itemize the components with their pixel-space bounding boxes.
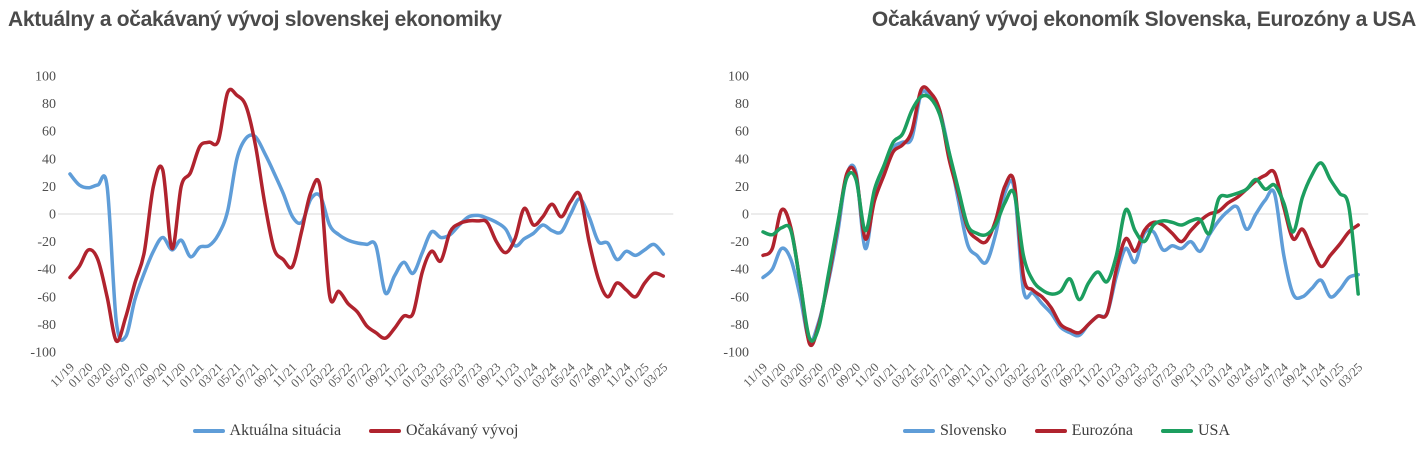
legend-swatch-o-ak-van-v-voj	[369, 429, 402, 433]
legend-label-o-ak-van-v-voj: Očakávaný vývoj	[406, 422, 519, 439]
y-axis-tick-label: 80	[42, 97, 56, 112]
legend-item-o-ak-van-v-voj: Očakávaný vývoj	[369, 422, 518, 440]
y-axis-tick-label: 20	[42, 180, 56, 195]
y-axis-tick-label: -40	[730, 263, 749, 278]
legend-swatch-aktu-lna-situ-cia	[192, 429, 225, 433]
legend-right: Slovensko Eurozóna USA	[711, 422, 1422, 440]
y-axis-tick-label: -80	[37, 318, 56, 333]
legend-label-usa: USA	[1197, 422, 1230, 439]
y-axis-tick-label: -60	[37, 290, 56, 305]
legend-left: Aktuálna situácia Očakávaný vývoj	[0, 422, 711, 440]
series-line-aktu-lna-situ-cia	[68, 133, 666, 342]
legend-item-aktu-lna-situ-cia: Aktuálna situácia	[192, 422, 342, 440]
legend-label-slovensko: Slovensko	[940, 422, 1007, 439]
y-axis-tick-label: -20	[730, 235, 749, 250]
chart-right-canvas: 100806040200-20-40-60-80-10011/1901/2003…	[723, 70, 1369, 390]
series-line-o-ak-van-v-voj	[68, 87, 666, 344]
y-axis-tick-label: -20	[37, 235, 56, 250]
y-axis-tick-label: -100	[723, 346, 749, 361]
legend-swatch-slovensko	[903, 429, 935, 433]
legend-item-slovensko: Slovensko	[903, 422, 1007, 440]
y-axis-tick-label: 20	[735, 180, 749, 195]
chart-title-left: Aktuálny a očakávaný vývoj slovenskej ek…	[8, 8, 502, 31]
legend-item-usa: USA	[1160, 422, 1230, 440]
chart-panel-slovak-economy: Aktuálny a očakávaný vývoj slovenskej ek…	[0, 8, 711, 440]
y-axis-tick-label: 80	[735, 97, 749, 112]
y-axis-tick-label: 100	[35, 70, 56, 85]
series-line-slovensko	[761, 89, 1360, 344]
chart-panel-economies-comparison: Očakávaný vývoj ekonomík Slovenska, Euro…	[711, 0, 1422, 454]
y-axis-tick-label: 0	[49, 208, 56, 223]
legend-label-aktu-lna-situ-cia: Aktuálna situácia	[229, 422, 342, 439]
y-axis-tick-label: 60	[735, 125, 749, 140]
y-axis-tick-label: -60	[730, 290, 749, 305]
series-line-usa	[761, 93, 1360, 343]
series-line-euroz-na	[761, 85, 1360, 348]
y-axis-tick-label: 40	[42, 152, 56, 167]
chart-left-canvas: 100806040200-20-40-60-80-10011/1901/2003…	[30, 70, 674, 390]
y-axis-tick-label: 0	[742, 208, 749, 223]
legend-label-euroz-na: Eurozóna	[1071, 422, 1133, 439]
y-axis-tick-label: -40	[37, 263, 56, 278]
y-axis-tick-label: -80	[730, 318, 749, 333]
y-axis-tick-label: 100	[728, 70, 749, 85]
legend-item-euroz-na: Eurozóna	[1034, 422, 1133, 440]
y-axis-tick-label: -100	[30, 346, 56, 361]
y-axis-tick-label: 40	[735, 152, 749, 167]
chart-title-right: Očakávaný vývoj ekonomík Slovenska, Euro…	[871, 8, 1416, 31]
legend-swatch-usa	[1160, 429, 1193, 433]
y-axis-tick-label: 60	[42, 125, 56, 140]
legend-swatch-euroz-na	[1034, 429, 1067, 433]
